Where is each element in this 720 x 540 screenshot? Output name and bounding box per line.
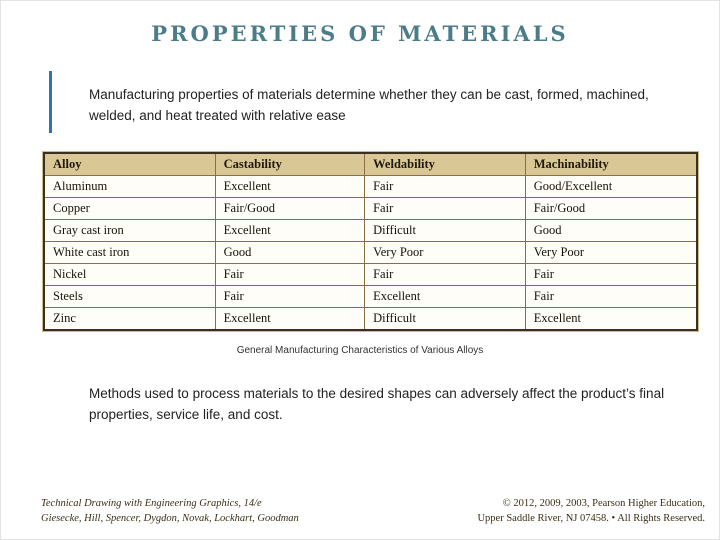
table-cell: Difficult [364, 307, 526, 331]
footer-book-credit: Technical Drawing with Engineering Graph… [41, 496, 299, 528]
materials-table: Alloy Castability Weldability Machinabil… [43, 152, 698, 331]
table-cell: Fair [524, 285, 698, 308]
footer-book-title: Technical Drawing with Engineering Graph… [41, 497, 262, 509]
table-row: Copper Fair/Good Fair Fair/Good [43, 197, 698, 220]
table-cell: Excellent [364, 285, 526, 308]
table-row: White cast iron Good Very Poor Very Poor [43, 241, 698, 264]
footer-copyright: © 2012, 2009, 2003, Pearson Higher Educa… [477, 496, 705, 528]
page-title: PROPERTIES OF MATERIALS [151, 21, 569, 46]
table-cell: Fair [364, 175, 526, 198]
table-cell: Gray cast iron [43, 219, 216, 242]
table-cell: Very Poor [364, 241, 526, 264]
table-cell: Steels [43, 285, 216, 308]
table-cell: Fair [214, 263, 366, 286]
table-cell: Fair/Good [214, 197, 366, 220]
table-cell: Nickel [43, 263, 216, 286]
table-cell: Very Poor [524, 241, 698, 264]
table-row: Nickel Fair Fair Fair [43, 263, 698, 286]
table-caption: General Manufacturing Characteristics of… [236, 345, 484, 356]
table-cell: Good [214, 241, 366, 264]
table-header-cell: Machinability [524, 152, 698, 176]
table-header-cell: Weldability [364, 152, 526, 176]
table-cell: Difficult [364, 219, 526, 242]
table-cell: Excellent [214, 175, 366, 198]
copyright-line1: © 2012, 2009, 2003, Pearson Higher Educa… [502, 497, 705, 509]
table-cell: Copper [43, 197, 216, 220]
table-cell: Excellent [214, 219, 366, 242]
table-cell: Aluminum [43, 175, 216, 198]
table-header-row: Alloy Castability Weldability Machinabil… [43, 152, 698, 176]
table-row: Steels Fair Excellent Fair [43, 285, 698, 308]
table-cell: Good [524, 219, 698, 242]
table-row: Zinc Excellent Difficult Excellent [43, 307, 698, 331]
table-cell: Fair [524, 263, 698, 286]
table-cell: Fair [364, 263, 526, 286]
body-text: Methods used to process materials to the… [89, 386, 665, 422]
table-cell: Fair/Good [524, 197, 698, 220]
table-cell: Good/Excellent [524, 175, 698, 198]
table-cell: White cast iron [43, 241, 216, 264]
table-row: Gray cast iron Excellent Difficult Good [43, 219, 698, 242]
accent-bar [49, 71, 52, 133]
table-cell: Fair [214, 285, 366, 308]
table-cell: Fair [364, 197, 526, 220]
intro-text: Manufacturing properties of materials de… [89, 87, 649, 123]
copyright-line2: Upper Saddle River, NJ 07458. • All Righ… [477, 513, 705, 525]
table-cell: Excellent [524, 307, 698, 331]
footer-authors: Giesecke, Hill, Spencer, Dygdon, Novak, … [41, 513, 299, 525]
table-row: Aluminum Excellent Fair Good/Excellent [43, 175, 698, 198]
materials-table-wrapper: Alloy Castability Weldability Machinabil… [43, 152, 698, 331]
table-header-cell: Alloy [43, 152, 216, 176]
table-header-cell: Castability [214, 152, 366, 176]
table-cell: Excellent [214, 307, 366, 331]
table-cell: Zinc [43, 307, 216, 331]
